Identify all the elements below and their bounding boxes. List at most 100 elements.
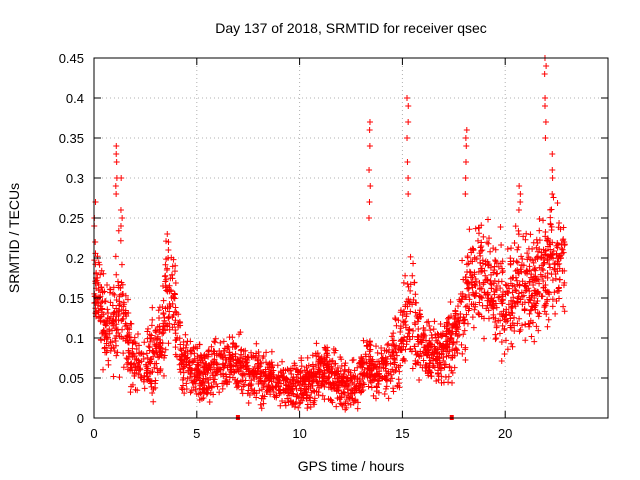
data-point (109, 302, 116, 309)
data-point (277, 380, 284, 387)
data-point (135, 357, 142, 364)
data-point (173, 353, 180, 360)
data-point (233, 359, 240, 366)
data-point (325, 379, 332, 386)
data-point (241, 381, 248, 388)
data-point (149, 348, 156, 355)
data-point (476, 250, 483, 257)
data-point (526, 323, 533, 330)
data-point (549, 151, 556, 157)
data-point (472, 301, 479, 308)
data-point (178, 352, 185, 359)
data-point (290, 380, 297, 387)
data-point (498, 357, 505, 364)
data-point (359, 364, 366, 371)
data-point (148, 332, 155, 339)
data-point (480, 233, 487, 240)
data-point (248, 353, 255, 360)
data-point (105, 357, 112, 364)
data-point (366, 119, 373, 125)
data-point (274, 362, 281, 369)
data-point (507, 312, 514, 319)
data-point (504, 245, 511, 252)
data-point (172, 304, 179, 311)
data-point (374, 349, 381, 356)
data-point (187, 338, 194, 345)
data-point (324, 361, 331, 368)
data-point (486, 235, 493, 242)
data-point (548, 227, 555, 234)
data-point (524, 250, 531, 257)
data-point (298, 394, 305, 401)
data-point (311, 401, 318, 408)
data-point (117, 207, 124, 213)
data-point (106, 289, 113, 296)
data-point (213, 352, 220, 359)
data-point (479, 260, 486, 267)
data-point (518, 268, 525, 275)
data-point (554, 288, 561, 295)
data-point (148, 322, 155, 329)
data-point (509, 320, 516, 327)
data-point (421, 327, 428, 334)
data-point (100, 329, 107, 336)
data-point (282, 381, 289, 388)
data-point (400, 308, 407, 315)
data-point (113, 151, 120, 157)
data-point (171, 321, 178, 328)
data-point (444, 315, 451, 322)
data-point (401, 319, 408, 326)
data-point (484, 239, 491, 246)
data-point (165, 239, 172, 245)
data-point (405, 119, 412, 125)
data-point (220, 338, 227, 345)
data-point (477, 259, 484, 266)
data-point (553, 298, 560, 305)
data-point (113, 297, 120, 304)
data-point (169, 263, 176, 270)
data-point (168, 271, 175, 278)
data-point (366, 341, 373, 348)
data-point (412, 299, 419, 306)
data-point (172, 337, 179, 344)
data-point (541, 71, 548, 77)
data-point (255, 380, 262, 387)
data-point (144, 365, 151, 372)
data-point (150, 336, 157, 343)
data-point (512, 223, 519, 230)
data-point (307, 394, 314, 401)
data-point (120, 335, 127, 342)
data-point (535, 276, 542, 283)
data-point (207, 389, 214, 396)
data-point (157, 369, 164, 376)
data-point (461, 327, 468, 334)
data-point (385, 349, 392, 356)
data-point (432, 331, 439, 338)
data-point (476, 230, 483, 237)
data-point (141, 339, 148, 346)
data-point (152, 327, 159, 334)
data-point (125, 347, 132, 354)
data-point (321, 354, 328, 360)
data-point (165, 255, 172, 261)
data-point (345, 389, 352, 396)
data-point (466, 226, 473, 233)
data-point (283, 387, 290, 394)
data-point (180, 365, 187, 372)
data-point (449, 379, 456, 386)
data-point (352, 385, 359, 392)
data-point (113, 159, 120, 165)
data-point (402, 303, 409, 310)
data-point (470, 324, 477, 331)
data-point (521, 299, 528, 306)
data-point (225, 344, 232, 351)
data-point (459, 296, 466, 303)
data-point (111, 348, 118, 355)
data-point (190, 378, 197, 385)
data-point (516, 328, 523, 335)
data-point (497, 224, 504, 231)
data-point (477, 252, 484, 259)
data-point (233, 384, 240, 391)
data-point (326, 358, 333, 365)
data-point (463, 311, 470, 318)
